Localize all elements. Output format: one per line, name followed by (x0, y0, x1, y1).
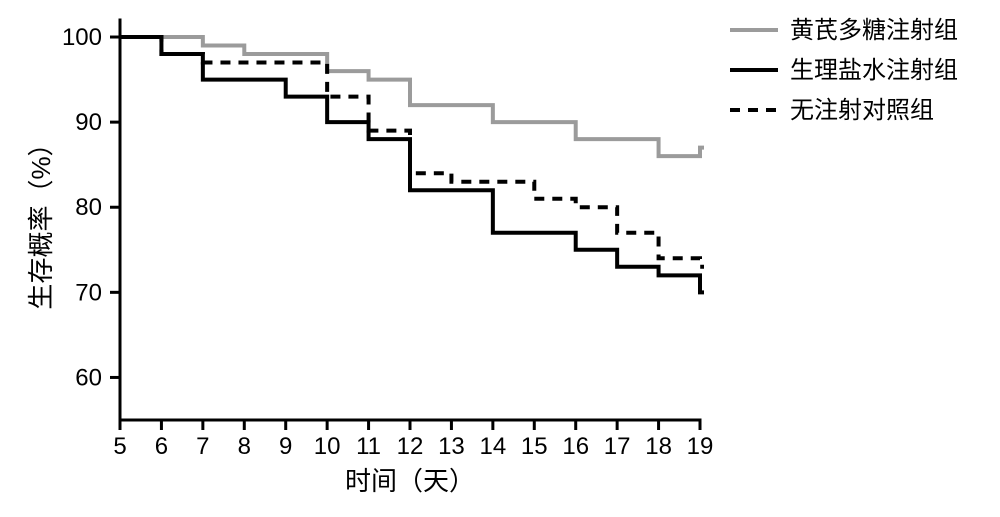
y-axis-label: 生存概率（%） (26, 130, 56, 309)
x-tick-label: 15 (521, 433, 548, 460)
x-tick-label: 9 (279, 433, 292, 460)
y-tick-label: 70 (75, 279, 102, 306)
y-tick-label: 90 (75, 109, 102, 136)
y-tick-label: 60 (75, 364, 102, 391)
x-tick-label: 18 (645, 433, 672, 460)
x-tick-label: 13 (438, 433, 465, 460)
x-axis-label: 时间（天） (345, 466, 475, 496)
x-tick-label: 5 (113, 433, 126, 460)
x-tick-label: 19 (687, 433, 714, 460)
x-tick-label: 6 (155, 433, 168, 460)
legend-label: 黄芪多糖注射组 (790, 17, 958, 44)
x-tick-label: 8 (238, 433, 251, 460)
legend-label: 无注射对照组 (790, 97, 934, 124)
x-tick-label: 17 (604, 433, 631, 460)
x-tick-label: 14 (480, 433, 507, 460)
x-tick-label: 12 (397, 433, 424, 460)
chart-container: 5 6 7 8 9 10 11 12 13 14 15 16 17 18 19 时间（天） 60 70 80 90 10… (0, 0, 1000, 517)
survival-chart: 5 6 7 8 9 10 11 12 13 14 15 16 17 18 19 时间（天） 60 70 80 90 10… (0, 0, 1000, 517)
x-tick-label: 16 (562, 433, 589, 460)
y-tick-label: 100 (62, 24, 102, 51)
y-tick-label: 80 (75, 194, 102, 221)
x-tick-label: 10 (314, 433, 341, 460)
x-tick-label: 7 (196, 433, 209, 460)
legend-label: 生理盐水注射组 (790, 57, 958, 84)
x-tick-label: 11 (356, 433, 381, 460)
